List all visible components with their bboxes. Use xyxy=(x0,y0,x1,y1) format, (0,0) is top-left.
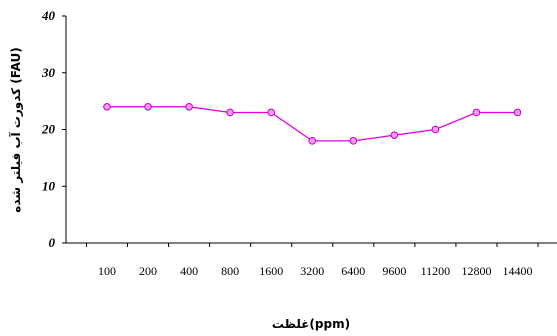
data-point xyxy=(144,103,152,111)
y-tick-label: 40 xyxy=(41,8,56,23)
axes xyxy=(62,15,557,247)
data-point xyxy=(390,131,399,139)
x-tick-label: 9600 xyxy=(382,264,406,278)
data-point xyxy=(267,108,276,117)
y-axis-title: کدورت آب فیلتر شده (FAU) xyxy=(8,47,24,213)
series-line xyxy=(107,106,518,142)
series-group xyxy=(103,103,522,145)
y-tick-label: 30 xyxy=(41,65,56,80)
x-tick-label: 11200 xyxy=(421,264,451,278)
data-point xyxy=(431,125,440,134)
x-tick-label: 400 xyxy=(180,264,198,278)
data-point xyxy=(513,108,522,117)
x-axis-title: غلظت(ppm) xyxy=(272,317,350,331)
x-tick-label: 800 xyxy=(221,264,239,278)
data-point xyxy=(308,137,317,145)
x-tick-label: 200 xyxy=(139,264,157,278)
y-tick-labels: 0 10 20 30 40 xyxy=(41,8,56,250)
x-tick-labels: 100 200 400 800 1600 3200 6400 9600 11200 12800 14… xyxy=(98,264,533,278)
x-tick-label: 6400 xyxy=(341,264,365,278)
y-tick-label: 10 xyxy=(42,178,56,193)
data-point xyxy=(472,108,481,117)
x-tick-label: 14400 xyxy=(503,264,533,278)
data-point xyxy=(103,103,111,111)
y-tick-label: 0 xyxy=(49,235,56,250)
x-tick-label: 3200 xyxy=(300,264,324,278)
x-tick-label: 1600 xyxy=(259,264,283,278)
data-point xyxy=(185,103,193,111)
data-point xyxy=(349,137,358,145)
y-tick-label: 20 xyxy=(41,122,56,137)
data-point xyxy=(226,108,234,117)
x-tick-label: 100 xyxy=(98,264,116,278)
x-tick-label: 12800 xyxy=(461,264,491,278)
